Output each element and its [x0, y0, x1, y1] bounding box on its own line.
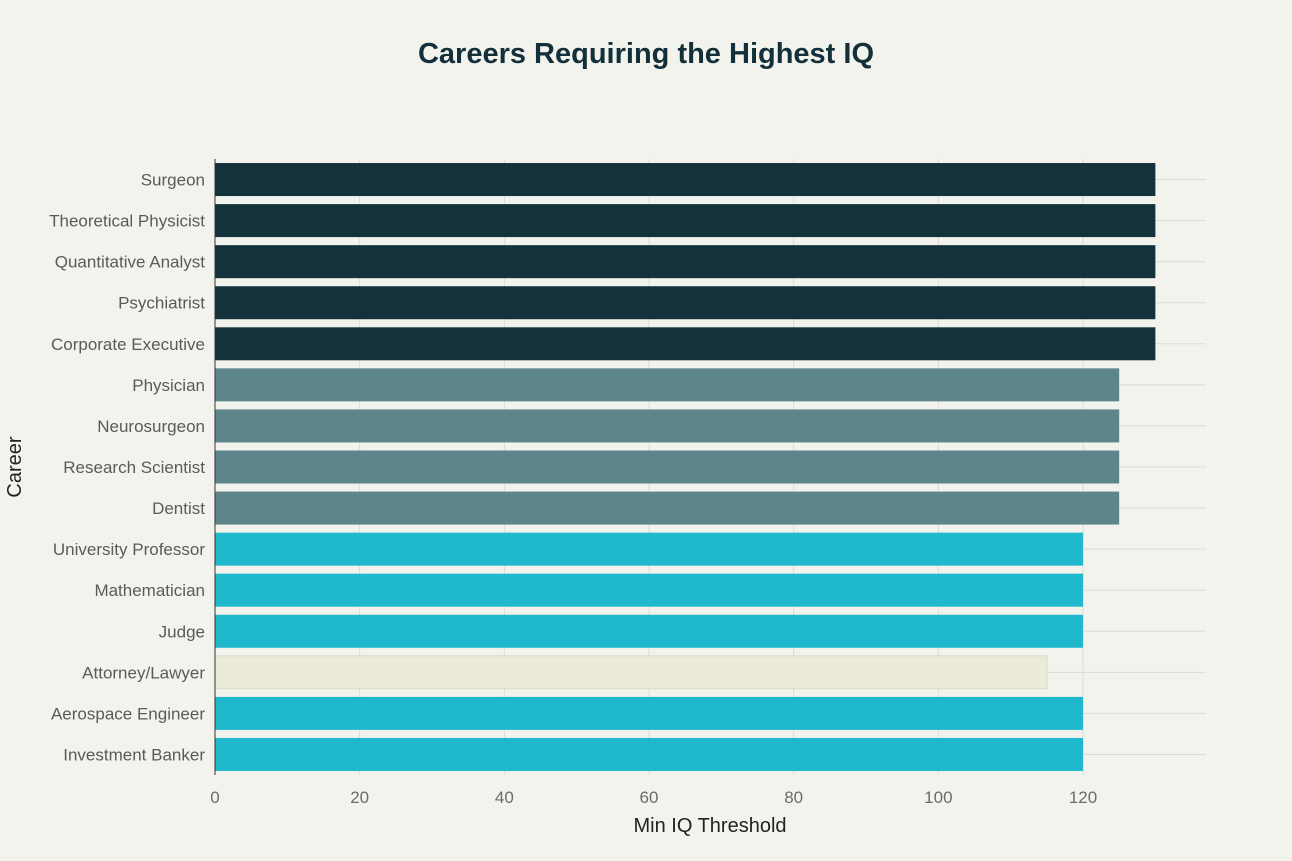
- category-label: Mathematician: [94, 581, 205, 600]
- bar: [215, 614, 1084, 648]
- bar: [215, 245, 1156, 279]
- category-labels: Surgeon Theoretical Physicist Quantitative…: [49, 171, 205, 765]
- bar: [215, 573, 1084, 607]
- x-tick-label: 60: [640, 788, 659, 807]
- bar: [215, 532, 1084, 566]
- category-label: Judge: [159, 622, 205, 641]
- x-tick-label: 120: [1069, 788, 1097, 807]
- bars: [214, 163, 1156, 771]
- bar: [215, 450, 1120, 484]
- category-label: Theoretical Physicist: [49, 212, 205, 231]
- bar: [215, 368, 1120, 402]
- category-label: Attorney/Lawyer: [82, 663, 205, 682]
- category-label: Quantitative Analyst: [55, 253, 206, 272]
- category-label: Neurosurgeon: [97, 417, 205, 436]
- bar: [215, 163, 1156, 197]
- x-tick-label: 80: [784, 788, 803, 807]
- x-tick-label: 100: [924, 788, 952, 807]
- chart-title: Careers Requiring the Highest IQ: [418, 38, 874, 70]
- x-tick-label: 40: [495, 788, 514, 807]
- bar: [214, 655, 1048, 690]
- x-tick-labels: 0 20 40 60 80 100 120: [210, 788, 1097, 807]
- bar: [215, 409, 1120, 443]
- category-label: Corporate Executive: [51, 335, 205, 354]
- x-axis-title: Min IQ Threshold: [633, 815, 786, 837]
- category-label: Surgeon: [141, 171, 205, 190]
- x-tick-label: 0: [210, 788, 219, 807]
- category-label: Psychiatrist: [118, 294, 205, 313]
- bar: [215, 737, 1084, 771]
- category-label: Research Scientist: [63, 458, 205, 477]
- category-label: University Professor: [53, 540, 205, 559]
- bar: [215, 204, 1156, 238]
- category-label: Physician: [132, 376, 205, 395]
- bar: [215, 286, 1156, 320]
- x-tick-label: 20: [350, 788, 369, 807]
- category-label: Investment Banker: [63, 745, 205, 764]
- y-axis-title: Career: [4, 436, 26, 497]
- bar: [215, 491, 1120, 525]
- category-label: Aerospace Engineer: [51, 704, 205, 723]
- category-label: Dentist: [152, 499, 205, 518]
- bar: [215, 327, 1156, 361]
- bar: [215, 696, 1084, 730]
